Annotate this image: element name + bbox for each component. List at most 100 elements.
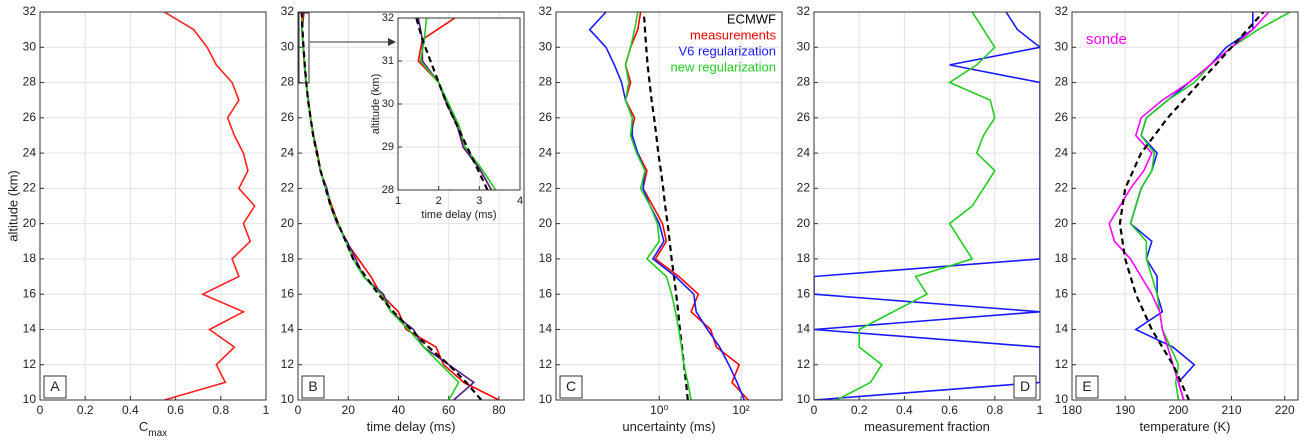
data-line (1129, 12, 1254, 400)
x-tick-label: 180 (1062, 403, 1082, 417)
y-tick-label: 14 (23, 322, 37, 336)
plot-frame (555, 11, 783, 401)
x-tick-label: 80 (492, 403, 506, 417)
x-axis-label-text: C (139, 419, 148, 434)
panel: 10 12 14 16 18 20 22 24 26 28 30 32 0 0.2 0.4 0.6 0.8 1 me… (797, 4, 1044, 434)
x-axis-label: time delay (ms) (421, 209, 496, 221)
y-tick-label: 20 (281, 216, 295, 230)
panel: 28 29 30 31 32 1 2 3 4 time delay (ms) altitude (k… (370, 12, 523, 221)
y-tick-label: 24 (281, 145, 295, 159)
y-tick-label: 14 (797, 322, 811, 336)
y-tick-label: 32 (382, 12, 394, 24)
panel-label: C (566, 378, 576, 394)
y-tick-label: 26 (797, 110, 811, 124)
y-tick-label: 30 (797, 39, 811, 53)
data-line (1129, 12, 1291, 400)
y-tick-label: 18 (797, 251, 811, 265)
x-tick-label: 0 (811, 403, 818, 417)
x-tick-label: 0.6 (941, 403, 958, 417)
panel-label-box (1013, 375, 1037, 399)
x-tick-label: 210 (1222, 403, 1242, 417)
x-axis-label-sub: max (148, 428, 167, 439)
x-tick-label: 20 (342, 403, 356, 417)
y-tick-label: 29 (382, 141, 394, 153)
x-axis-label-text: time delay (ms) (367, 419, 456, 434)
y-tick-label: 22 (281, 181, 295, 195)
x-tick-label: 0.4 (122, 403, 139, 417)
x-axis-label: time delay (ms) (367, 419, 456, 434)
y-tick-label: 16 (539, 286, 553, 300)
panel-label-box (301, 375, 325, 399)
y-tick-label: 30 (1055, 39, 1069, 53)
data-line (419, 18, 497, 190)
y-tick-label: 18 (1055, 251, 1069, 265)
y-tick-label: 10 (1055, 392, 1069, 406)
x-axis-label: Cmax (139, 419, 167, 438)
y-tick-label: 10 (23, 392, 37, 406)
y-tick-label: 22 (23, 181, 37, 195)
y-tick-label: 12 (281, 357, 295, 371)
y-tick-label: 20 (797, 216, 811, 230)
y-tick-label: 26 (23, 110, 37, 124)
y-tick-label: 30 (281, 39, 295, 53)
y-tick-label: 18 (23, 251, 37, 265)
x-axis-label: temperature (K) (1139, 419, 1230, 434)
zoom-box (298, 12, 310, 84)
y-tick-label: 28 (281, 75, 295, 89)
y-tick-label: 31 (382, 55, 394, 67)
data-line (415, 18, 489, 190)
plot-frame (397, 17, 521, 191)
legend-entry: new regularization (670, 59, 776, 74)
panel-label: A (50, 378, 60, 394)
panel: 10 12 14 16 18 20 22 24 26 28 30 32 0 0.2 0.4 0.6 0.8 1 Cm… (5, 4, 269, 438)
x-axis-label: uncertainty (ms) (622, 419, 715, 434)
y-axis-label: altitude (km) (5, 170, 20, 242)
x-tick-label: 10⁰ (650, 403, 668, 417)
y-tick-label: 14 (539, 322, 553, 336)
x-axis-label: measurement fraction (864, 419, 990, 434)
y-tick-label: 32 (23, 4, 37, 18)
y-tick-label: 20 (539, 216, 553, 230)
y-tick-label: 22 (797, 181, 811, 195)
y-tick-label: 12 (23, 357, 37, 371)
plot-frame (1071, 11, 1299, 401)
y-tick-label: 14 (1055, 322, 1069, 336)
x-axis-label-text: uncertainty (ms) (622, 419, 715, 434)
x-tick-label: 0.2 (77, 403, 94, 417)
panel: 10 12 14 16 18 20 22 24 26 28 30 32 10⁰ 10² uncertaint… (539, 4, 783, 434)
panel-label: B (308, 378, 317, 394)
data-line (624, 12, 692, 400)
plot-frame (813, 11, 1041, 401)
plot-frame (39, 11, 267, 401)
x-tick-label: 220 (1275, 403, 1295, 417)
y-tick-label: 26 (1055, 110, 1069, 124)
x-tick-label: 200 (1168, 403, 1188, 417)
x-tick-label: 1 (263, 403, 270, 417)
legend-entry: sonde (1086, 31, 1127, 48)
y-tick-label: 16 (281, 286, 295, 300)
x-tick-label: 0.8 (212, 403, 229, 417)
x-tick-label: 0 (37, 403, 44, 417)
y-tick-label: 28 (539, 75, 553, 89)
data-line (1108, 12, 1270, 400)
x-tick-label: 0.4 (896, 403, 913, 417)
y-tick-label: 28 (382, 184, 394, 196)
y-tick-label: 28 (23, 75, 37, 89)
x-tick-label: 10² (732, 403, 749, 417)
y-tick-label: 22 (1055, 181, 1069, 195)
panel: 10 12 14 16 18 20 22 24 26 28 30 32 180 190 200 210 220 t… (1055, 4, 1299, 434)
y-tick-label: 16 (797, 286, 811, 300)
data-line (836, 12, 996, 400)
y-tick-label: 12 (539, 357, 553, 371)
panel-label-box (559, 375, 583, 399)
y-tick-label: 30 (382, 98, 394, 110)
y-tick-label: 18 (281, 251, 295, 265)
legend-entry: V6 regularization (678, 43, 776, 58)
x-tick-label: 3 (476, 195, 482, 207)
panel-label: E (1082, 378, 1091, 394)
y-tick-label: 14 (281, 322, 295, 336)
x-tick-label: 0 (295, 403, 302, 417)
y-tick-label: 28 (1055, 75, 1069, 89)
